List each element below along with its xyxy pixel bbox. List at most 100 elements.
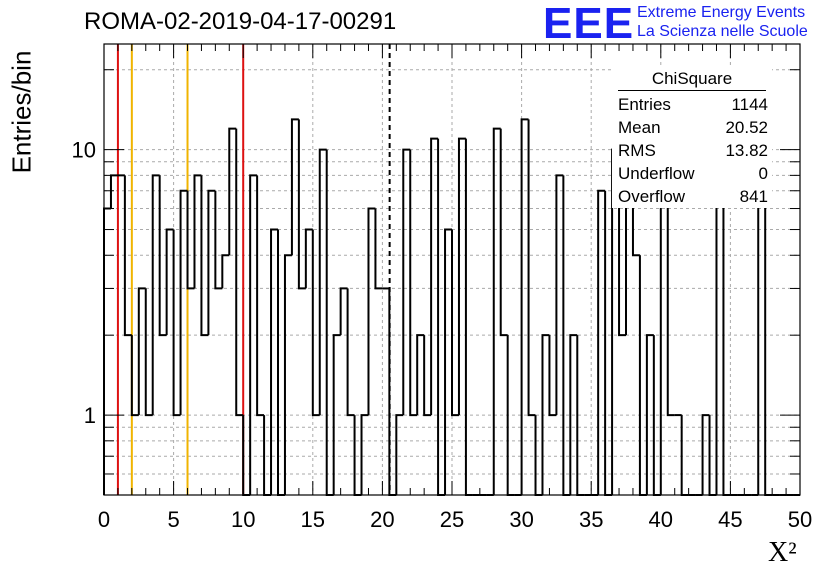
histogram-bin xyxy=(228,127,237,256)
histogram-bin xyxy=(304,228,313,289)
x-tick-label: 45 xyxy=(718,507,742,532)
histogram-bin xyxy=(701,414,710,495)
histogram-bin xyxy=(214,190,223,290)
histogram-bin xyxy=(346,288,355,417)
histogram-bin xyxy=(548,335,557,417)
histogram-bin xyxy=(137,287,146,416)
histogram-bin xyxy=(144,288,153,417)
histogram-bin xyxy=(311,229,320,417)
histogram-bin xyxy=(444,228,452,495)
histogram-bin xyxy=(256,175,265,417)
x-tick-label: 10 xyxy=(231,507,255,532)
x-tick-label: 40 xyxy=(649,507,673,532)
x-tick-label: 25 xyxy=(440,507,464,532)
histogram-bin xyxy=(235,128,244,417)
histogram-bin xyxy=(151,174,160,416)
histogram-bin xyxy=(130,335,139,417)
stats-row-mean: Mean 20.52 xyxy=(612,116,772,139)
histogram-bin xyxy=(423,335,432,417)
stats-row-overflow: Overflow 841 xyxy=(612,185,772,208)
histogram-bin xyxy=(645,334,654,495)
x-tick-label: 5 xyxy=(167,507,179,532)
histogram-bin xyxy=(520,118,529,495)
stats-value: 13.82 xyxy=(725,141,768,160)
histogram-bin xyxy=(158,175,167,337)
histogram-bin xyxy=(541,334,550,495)
x-axis-label: X² xyxy=(768,537,797,568)
histogram-bin xyxy=(325,149,334,496)
histogram-bin xyxy=(318,148,327,416)
histogram-bin xyxy=(339,287,348,336)
stats-value: 20.52 xyxy=(725,118,768,137)
stats-label: Mean xyxy=(618,118,661,137)
histogram-bin xyxy=(597,189,606,495)
stats-row-rms: RMS 13.82 xyxy=(612,139,772,162)
chart-title: ROMA-02-2019-04-17-00291 xyxy=(84,8,397,35)
histogram-bin xyxy=(277,229,285,496)
histogram-bin xyxy=(395,414,404,495)
histogram-bin xyxy=(638,255,647,496)
histogram-bin xyxy=(172,229,181,417)
x-tick-label: 0 xyxy=(98,507,110,532)
histogram-bin xyxy=(374,208,383,290)
histogram-bin xyxy=(464,138,473,496)
stats-title: ChiSquare xyxy=(618,68,766,91)
histogram-bin xyxy=(604,190,613,496)
histogram-bin xyxy=(103,207,111,495)
histogram-bin xyxy=(555,174,564,416)
stats-label: Overflow xyxy=(618,187,686,206)
stats-value: 841 xyxy=(739,187,768,206)
x-tick-label: 50 xyxy=(788,507,812,532)
eee-logo: EEE xyxy=(543,0,635,48)
histogram-bin xyxy=(430,137,439,416)
stats-box: ChiSquare Entries 1144 Mean 20.52 RMS 13… xyxy=(612,68,772,208)
histogram-bin xyxy=(332,334,341,495)
histogram-bin xyxy=(492,127,501,495)
histogram-bin xyxy=(457,137,466,416)
histogram-bin xyxy=(451,229,459,417)
histogram-bin xyxy=(402,148,411,416)
histogram-bin xyxy=(270,228,278,495)
histogram-bin xyxy=(499,128,508,337)
stats-row-entries: Entries 1144 xyxy=(612,93,772,116)
histogram-bin xyxy=(527,119,536,417)
histogram-bin xyxy=(207,189,216,336)
stats-value: 1144 xyxy=(731,95,768,114)
histogram-bin xyxy=(437,138,446,496)
histogram-bin xyxy=(409,149,418,417)
logo-caption-line1: Extreme Energy Events xyxy=(637,4,806,21)
x-tick-label: 30 xyxy=(509,507,533,532)
histogram-bin xyxy=(367,207,376,416)
stats-row-underflow: Underflow 0 xyxy=(612,162,772,185)
logo-caption-line2: La Scienza nelle Scuole xyxy=(637,23,808,40)
histogram-bin xyxy=(109,174,118,209)
histogram-bin xyxy=(283,254,292,495)
stats-label: Underflow xyxy=(618,164,695,183)
x-tick-label: 15 xyxy=(301,507,325,532)
histogram-bin xyxy=(186,190,195,290)
histogram-bin xyxy=(123,175,132,337)
x-tick-label: 20 xyxy=(370,507,394,532)
y-tick-label: 1 xyxy=(84,403,96,428)
histogram-bin xyxy=(388,288,397,496)
histogram-bin xyxy=(666,128,675,417)
stats-value: 0 xyxy=(758,164,768,183)
histogram-bin xyxy=(360,414,369,495)
histogram-bin xyxy=(416,334,425,416)
axes: 0 5 10 15 20 25 30 35 40 45 50 1 10 xyxy=(72,43,812,532)
logo-caption: Extreme Energy Events La Scienza nelle S… xyxy=(637,3,808,41)
histogram-bin xyxy=(290,118,299,256)
histogram-bin xyxy=(249,174,258,495)
y-tick-label: 10 xyxy=(72,138,96,163)
stats-label: Entries xyxy=(618,95,671,114)
stats-label: RMS xyxy=(618,141,656,160)
histogram-bin xyxy=(297,119,306,290)
histogram-bin xyxy=(221,254,230,289)
histogram-bin xyxy=(165,228,174,336)
histogram-bin xyxy=(200,175,209,337)
histogram-bin xyxy=(193,174,202,289)
histogram-bin xyxy=(569,334,578,495)
histogram-bin xyxy=(618,149,626,337)
histogram-bin xyxy=(179,189,188,416)
